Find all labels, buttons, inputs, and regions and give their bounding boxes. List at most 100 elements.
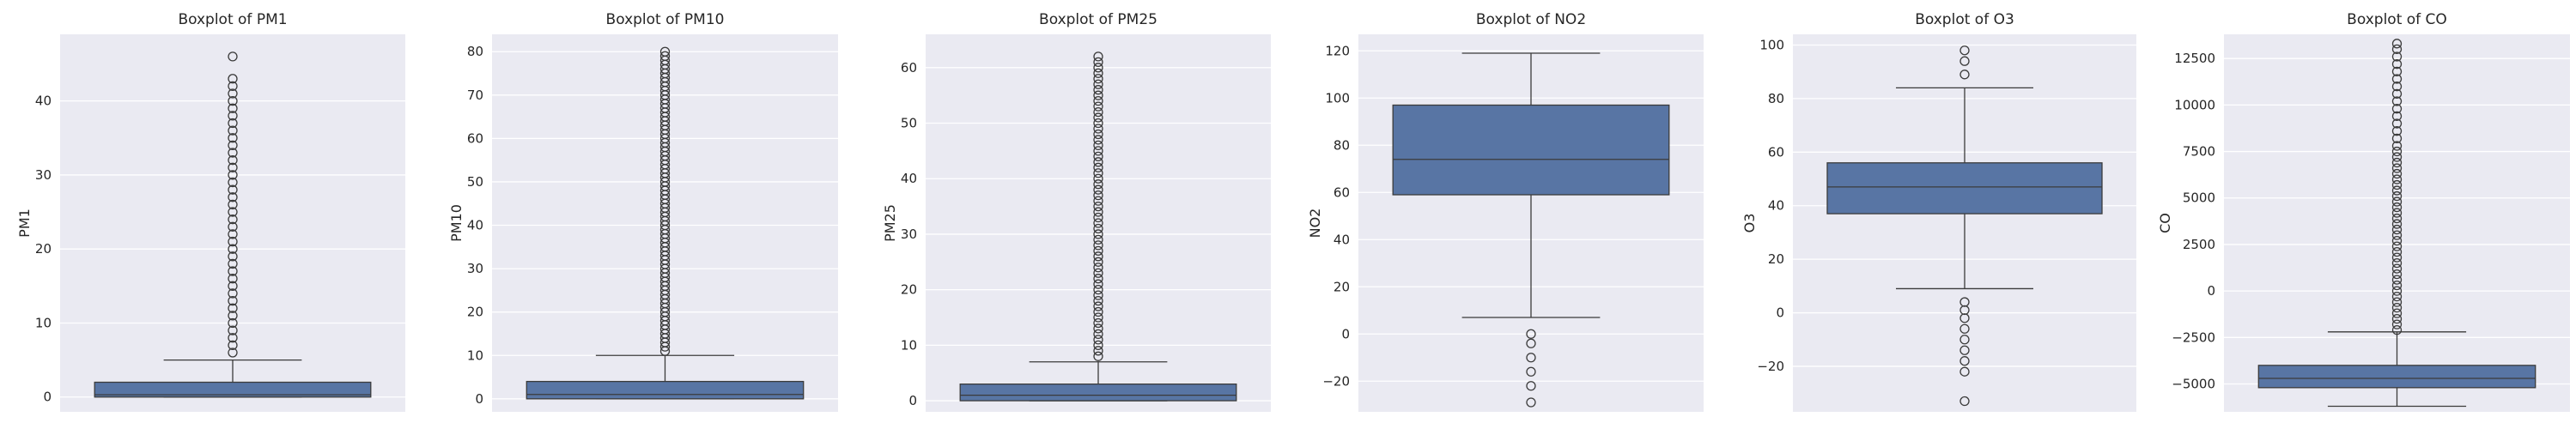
outlier-point	[1093, 234, 1103, 245]
outlier-point	[2391, 59, 2403, 69]
y-tick-label: −2500	[2172, 329, 2215, 345]
y-tick-label: 50	[467, 174, 483, 190]
outlier-point	[2391, 319, 2403, 329]
outlier-point	[659, 51, 671, 61]
y-axis-label: PM25	[882, 204, 898, 242]
outlier-point	[1093, 251, 1103, 262]
y-tick-label: 40	[901, 171, 917, 186]
y-tick-label: 20	[1334, 279, 1350, 294]
outlier-point	[2391, 96, 2403, 106]
y-tick-label: 5000	[2183, 190, 2215, 206]
outlier-point	[2391, 235, 2403, 246]
y-tick-label: −20	[1757, 359, 1784, 374]
outlier-point	[1093, 124, 1103, 134]
outlier-point	[228, 74, 238, 84]
outlier-point	[228, 303, 238, 313]
iqr-box	[526, 380, 805, 400]
outlier-point	[1093, 212, 1103, 223]
y-tick-label: 30	[901, 227, 917, 242]
outlier-point	[228, 288, 238, 299]
outlier-point	[228, 229, 238, 239]
outlier-point	[1093, 207, 1103, 217]
y-tick-label: 20	[1768, 251, 1784, 267]
outlier-point	[1093, 201, 1103, 212]
outlier-point	[228, 274, 238, 284]
outlier-point	[1093, 301, 1103, 311]
y-tick-label: 10	[35, 315, 52, 330]
iqr-box	[1392, 104, 1670, 196]
outlier-point	[2391, 152, 2403, 162]
outlier-point	[2391, 324, 2403, 335]
outlier-point	[1093, 184, 1103, 195]
outlier-point	[1526, 366, 1536, 377]
y-tick-label: 60	[901, 60, 917, 76]
chart-panel-6: −5000 −2500 0 2500 5000 7500 10000 12500 Boxplot…	[2157, 11, 2570, 412]
outlier-point	[228, 184, 238, 195]
outlier-point	[1093, 57, 1103, 68]
iqr-box	[959, 383, 1237, 402]
outlier-point	[1093, 323, 1103, 334]
y-axis-label: O3	[1741, 214, 1758, 233]
outlier-point	[1093, 85, 1103, 95]
outlier-point	[1093, 340, 1103, 351]
outlier-point	[2391, 51, 2403, 62]
outlier-point	[1093, 306, 1103, 317]
outlier-point	[228, 170, 238, 180]
outlier-point	[228, 192, 238, 202]
y-tick-label: 7500	[2183, 144, 2215, 160]
outlier-point	[2391, 202, 2403, 213]
y-tick-label: 70	[467, 88, 483, 103]
chart-panel-4: −20 0 20 40 60 80 100 120 Boxplot of NO2 NO2	[1307, 11, 1704, 412]
plot-area	[60, 34, 405, 412]
outlier-point	[2391, 252, 2403, 263]
y-tick-label: 40	[35, 94, 52, 109]
outlier-point	[228, 258, 238, 269]
outlier-point	[1093, 79, 1103, 89]
outlier-point	[1959, 56, 1970, 66]
chart-panel-3: 0 10 20 30 40 50 60 Boxplot of PM25 PM25	[882, 11, 1271, 412]
y-tick-label: 10	[901, 337, 917, 353]
outlier-point	[1959, 356, 1970, 366]
outlier-point	[1093, 118, 1103, 129]
outlier-point	[1093, 245, 1103, 257]
plot-area	[926, 34, 1271, 412]
chart-title: Boxplot of NO2	[1476, 11, 1586, 28]
outlier-point	[228, 207, 238, 217]
outlier-point	[1093, 135, 1103, 145]
outlier-point	[228, 81, 238, 92]
outlier-point	[1093, 284, 1103, 295]
y-tick-label: 50	[901, 116, 917, 131]
outlier-point	[228, 133, 238, 143]
outlier-point	[228, 140, 238, 151]
outlier-point	[1093, 240, 1103, 251]
y-tick-label: 20	[35, 241, 52, 257]
outlier-point	[2391, 224, 2403, 235]
outlier-point	[1093, 279, 1103, 289]
outlier-point	[1093, 63, 1103, 73]
outlier-point	[228, 295, 238, 306]
y-tick-label: 80	[1334, 137, 1350, 153]
outlier-point	[2391, 297, 2403, 307]
outlier-point	[1093, 157, 1103, 167]
outlier-point	[1093, 173, 1103, 184]
outlier-point	[228, 236, 238, 247]
outlier-point	[1093, 268, 1103, 278]
outlier-point	[2391, 280, 2403, 291]
y-tick-label: 100	[1759, 37, 1784, 52]
outlier-point	[1093, 263, 1103, 273]
outlier-point	[2391, 286, 2403, 296]
outlier-point	[2391, 146, 2403, 157]
outlier-point	[2391, 111, 2403, 122]
outlier-point	[228, 325, 238, 335]
outlier-point	[2391, 44, 2403, 54]
outlier-point	[228, 95, 238, 106]
outlier-point	[1959, 69, 1970, 80]
outlier-point	[2391, 179, 2403, 190]
outlier-point	[228, 281, 238, 291]
outlier-point	[1093, 74, 1103, 84]
outlier-point	[228, 155, 238, 166]
outlier-point	[1093, 68, 1103, 78]
outlier-point	[1093, 95, 1103, 106]
y-axis-label: PM10	[448, 204, 465, 242]
